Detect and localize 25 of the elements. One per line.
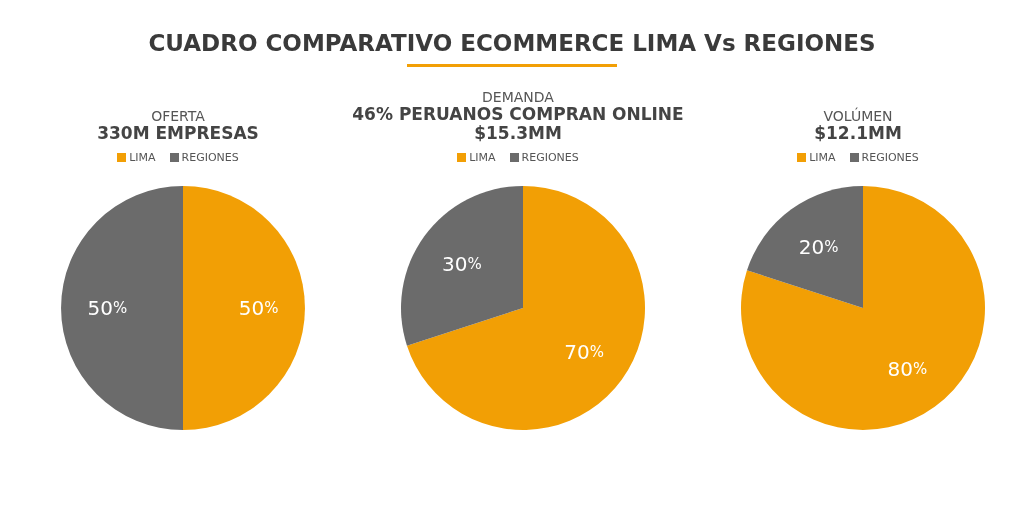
pie-slice — [61, 186, 183, 430]
chart-subtitle: $12.1MM — [814, 123, 902, 143]
pie-slice — [183, 186, 305, 430]
pie-slice — [406, 186, 645, 430]
pie-slice — [746, 186, 863, 308]
chart-subtitle: 330M EMPRESAS — [97, 123, 259, 143]
pie-slice — [401, 186, 523, 346]
data-label: 80% — [887, 357, 928, 382]
legend-label: LIMA — [468, 151, 496, 164]
chart-title: DEMANDA — [482, 89, 554, 105]
data-label: 70% — [564, 340, 605, 365]
pie-slice — [741, 186, 985, 430]
chart-title: VOLÚMEN — [823, 108, 893, 124]
legend-label: REGIONES — [860, 151, 919, 164]
chart-subtitle: 46% PERUANOS COMPRAN ONLINE $15.3MM — [352, 104, 684, 143]
data-label: 30% — [441, 251, 482, 276]
legend-label: REGIONES — [180, 151, 239, 164]
text: CUADRO COMPARATIVO ECOMMERCE LIMA Vs REGIONES — [147, 30, 877, 56]
data-label: 50% — [238, 296, 279, 320]
legend-label: LIMA — [808, 151, 836, 164]
data-label: 20% — [798, 234, 839, 259]
chart-title: OFERTA — [151, 108, 205, 124]
legend-label: LIMA — [128, 151, 156, 164]
data-label: 50% — [87, 296, 128, 320]
legend-label: REGIONES — [520, 151, 579, 164]
